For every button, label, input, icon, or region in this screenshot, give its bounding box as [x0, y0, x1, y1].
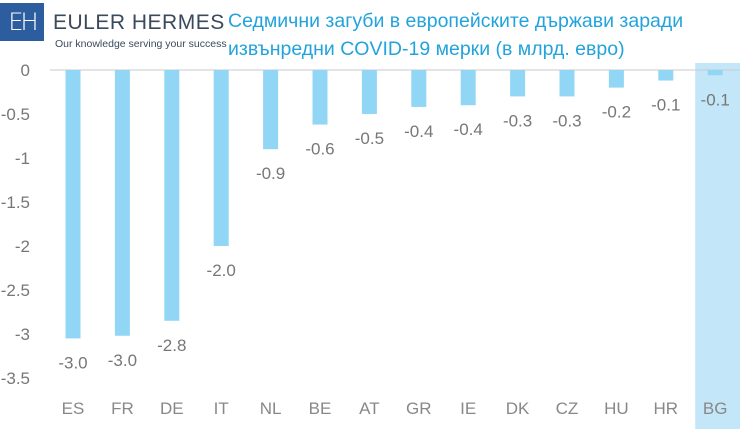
data-label-bg: -0.1	[701, 90, 730, 109]
category-label-it: IT	[214, 399, 229, 418]
title-line-2: извънредни COVID-19 мерки (в млрд. евро)	[228, 38, 625, 60]
bar-fr	[114, 70, 130, 336]
data-label-at: -0.5	[355, 129, 384, 148]
brand-tagline: Our knowledge serving your success	[55, 38, 227, 50]
bar-nl	[263, 70, 279, 150]
bar-ie	[460, 70, 476, 106]
category-label-de: DE	[160, 399, 184, 418]
data-label-dk: -0.3	[503, 111, 532, 130]
data-label-ie: -0.4	[454, 120, 483, 139]
y-tick-label: -0.5	[1, 105, 30, 124]
y-tick-label: -3.5	[1, 369, 30, 388]
bar-dk	[510, 70, 526, 97]
data-label-de: -2.8	[157, 336, 186, 355]
category-label-hu: HU	[604, 399, 629, 418]
chart-title: Седмични загуби в европейските държави з…	[228, 7, 683, 63]
category-label-gr: GR	[406, 399, 432, 418]
bar-es	[65, 70, 81, 339]
bar-hu	[608, 70, 624, 88]
y-tick-label: 0	[21, 61, 30, 80]
category-label-hr: HR	[654, 399, 679, 418]
data-label-nl: -0.9	[256, 164, 285, 183]
data-label-es: -3.0	[58, 353, 87, 372]
category-label-be: BE	[309, 399, 332, 418]
brand-name: EULER HERMES	[53, 11, 225, 34]
data-label-fr: -3.0	[108, 351, 137, 370]
y-tick-label: -2	[15, 237, 30, 256]
bar-hr	[658, 70, 674, 81]
data-label-gr: -0.4	[404, 122, 433, 141]
highlight-band	[695, 63, 740, 429]
data-label-hr: -0.1	[651, 96, 680, 115]
category-label-bg: BG	[703, 399, 728, 418]
y-tick-label: -2.5	[1, 281, 30, 300]
y-tick-label: -3	[15, 325, 30, 344]
bar-bg	[707, 70, 723, 76]
category-label-fr: FR	[111, 399, 134, 418]
category-label-ie: IE	[460, 399, 476, 418]
bar-gr	[411, 70, 427, 107]
category-label-cz: CZ	[556, 399, 579, 418]
data-label-it: -2.0	[207, 261, 236, 280]
title-line-1: Седмични загуби в европейските държави з…	[228, 10, 684, 32]
y-tick-label: -1.5	[1, 193, 30, 212]
bar-it	[213, 70, 229, 246]
y-tick-label: -1	[15, 149, 30, 168]
category-label-dk: DK	[506, 399, 530, 418]
data-label-hu: -0.2	[602, 103, 631, 122]
bar-at	[361, 70, 377, 114]
data-label-cz: -0.3	[552, 111, 581, 130]
bar-be	[312, 70, 328, 125]
category-label-nl: NL	[260, 399, 282, 418]
bar-cz	[559, 70, 575, 97]
logo-mark: EH	[0, 3, 44, 41]
category-label-at: AT	[359, 399, 379, 418]
category-label-es: ES	[62, 399, 85, 418]
bar-de	[164, 70, 180, 321]
data-label-be: -0.6	[305, 140, 334, 159]
